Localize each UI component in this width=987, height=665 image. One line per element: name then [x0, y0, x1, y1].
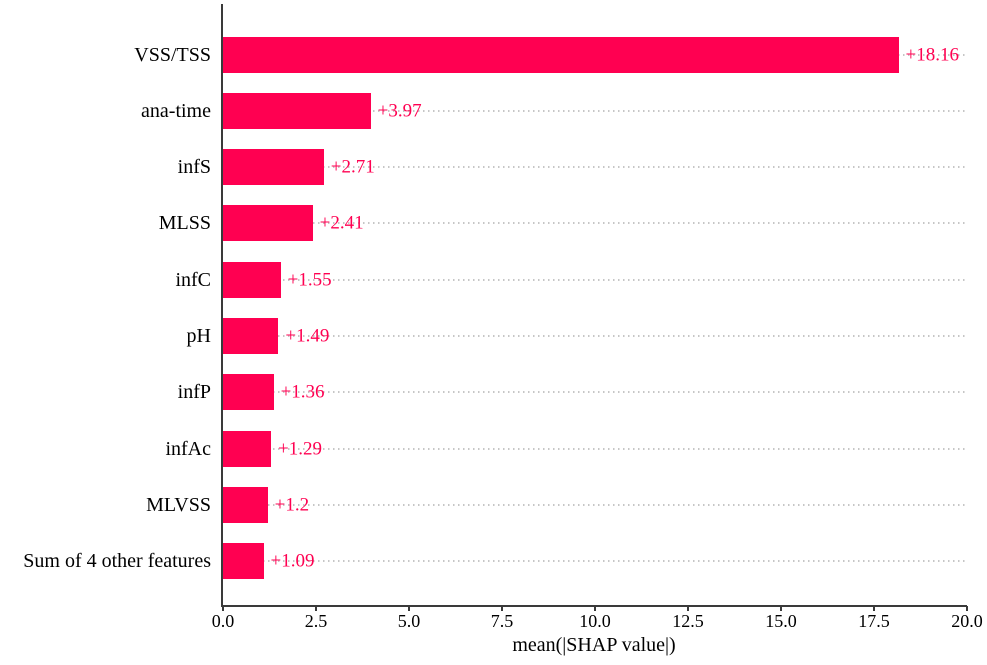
- x-tick-mark: [594, 606, 596, 611]
- bar-value-label: +3.97: [377, 100, 422, 122]
- row-gridline: [223, 109, 967, 112]
- bar-value-label: +1.2: [274, 494, 310, 516]
- bar-value-label: +1.29: [277, 438, 322, 460]
- category-label: infAc: [165, 437, 211, 460]
- category-label: Sum of 4 other features: [23, 550, 211, 573]
- bar: [223, 543, 264, 580]
- row-gridline: [223, 278, 967, 281]
- x-tick-label: 12.5: [672, 611, 704, 631]
- bar: [223, 205, 313, 242]
- bar-value-label: +18.16: [905, 44, 960, 65]
- row-gridline: [223, 166, 967, 169]
- bar-value-label: +1.36: [280, 381, 325, 403]
- bar: [223, 318, 279, 354]
- bar-value-label: +1.49: [285, 325, 330, 347]
- x-tick-mark: [873, 606, 875, 611]
- x-tick-mark: [966, 606, 968, 611]
- category-label: infP: [177, 381, 211, 404]
- category-label: MLVSS: [146, 493, 211, 516]
- bar: [223, 374, 274, 411]
- x-tick-mark: [222, 606, 224, 611]
- row-gridline: [223, 222, 967, 225]
- bar: [223, 486, 268, 523]
- category-label: infC: [175, 268, 211, 291]
- x-tick-label: 15.0: [765, 611, 797, 631]
- x-tick-label: 10.0: [579, 611, 611, 631]
- x-tick-label: 17.5: [858, 611, 890, 631]
- bar-value-label: +1.09: [270, 550, 315, 572]
- plot-area: +18.16 +3.97 +2.71 +2.41 +1.55 +1.49 +1.36 +1.2…: [221, 4, 967, 607]
- bar: [223, 36, 899, 73]
- x-axis-title: mean(|SHAP value|): [512, 634, 676, 656]
- x-tick-mark: [687, 606, 689, 611]
- bar: [223, 92, 371, 129]
- row-gridline: [223, 335, 967, 337]
- row-gridline: [223, 503, 967, 506]
- x-tick-label: 0.0: [211, 611, 235, 631]
- category-label: MLSS: [158, 212, 211, 235]
- x-tick-mark: [501, 606, 503, 611]
- x-tick-label: 7.5: [490, 611, 514, 631]
- category-label: VSS/TSS: [134, 43, 211, 66]
- x-tick-label: 2.5: [304, 611, 328, 631]
- row-gridline: [223, 447, 967, 450]
- bar: [223, 149, 324, 186]
- bar-value-label: +2.71: [330, 156, 375, 178]
- bar-value-label: +1.55: [287, 269, 332, 291]
- bar-value-label: +2.41: [319, 212, 364, 234]
- category-label: pH: [186, 325, 211, 347]
- category-label: infS: [177, 156, 211, 179]
- row-gridline: [223, 560, 967, 563]
- x-tick-mark: [315, 606, 317, 611]
- row-gridline: [223, 391, 967, 394]
- bar: [223, 261, 281, 298]
- x-tick-label: 20.0: [951, 611, 983, 631]
- bar: [223, 430, 271, 467]
- x-tick-label: 5.0: [397, 611, 421, 631]
- x-tick-mark: [780, 606, 782, 611]
- category-label: ana-time: [141, 99, 211, 122]
- x-tick-mark: [408, 606, 410, 611]
